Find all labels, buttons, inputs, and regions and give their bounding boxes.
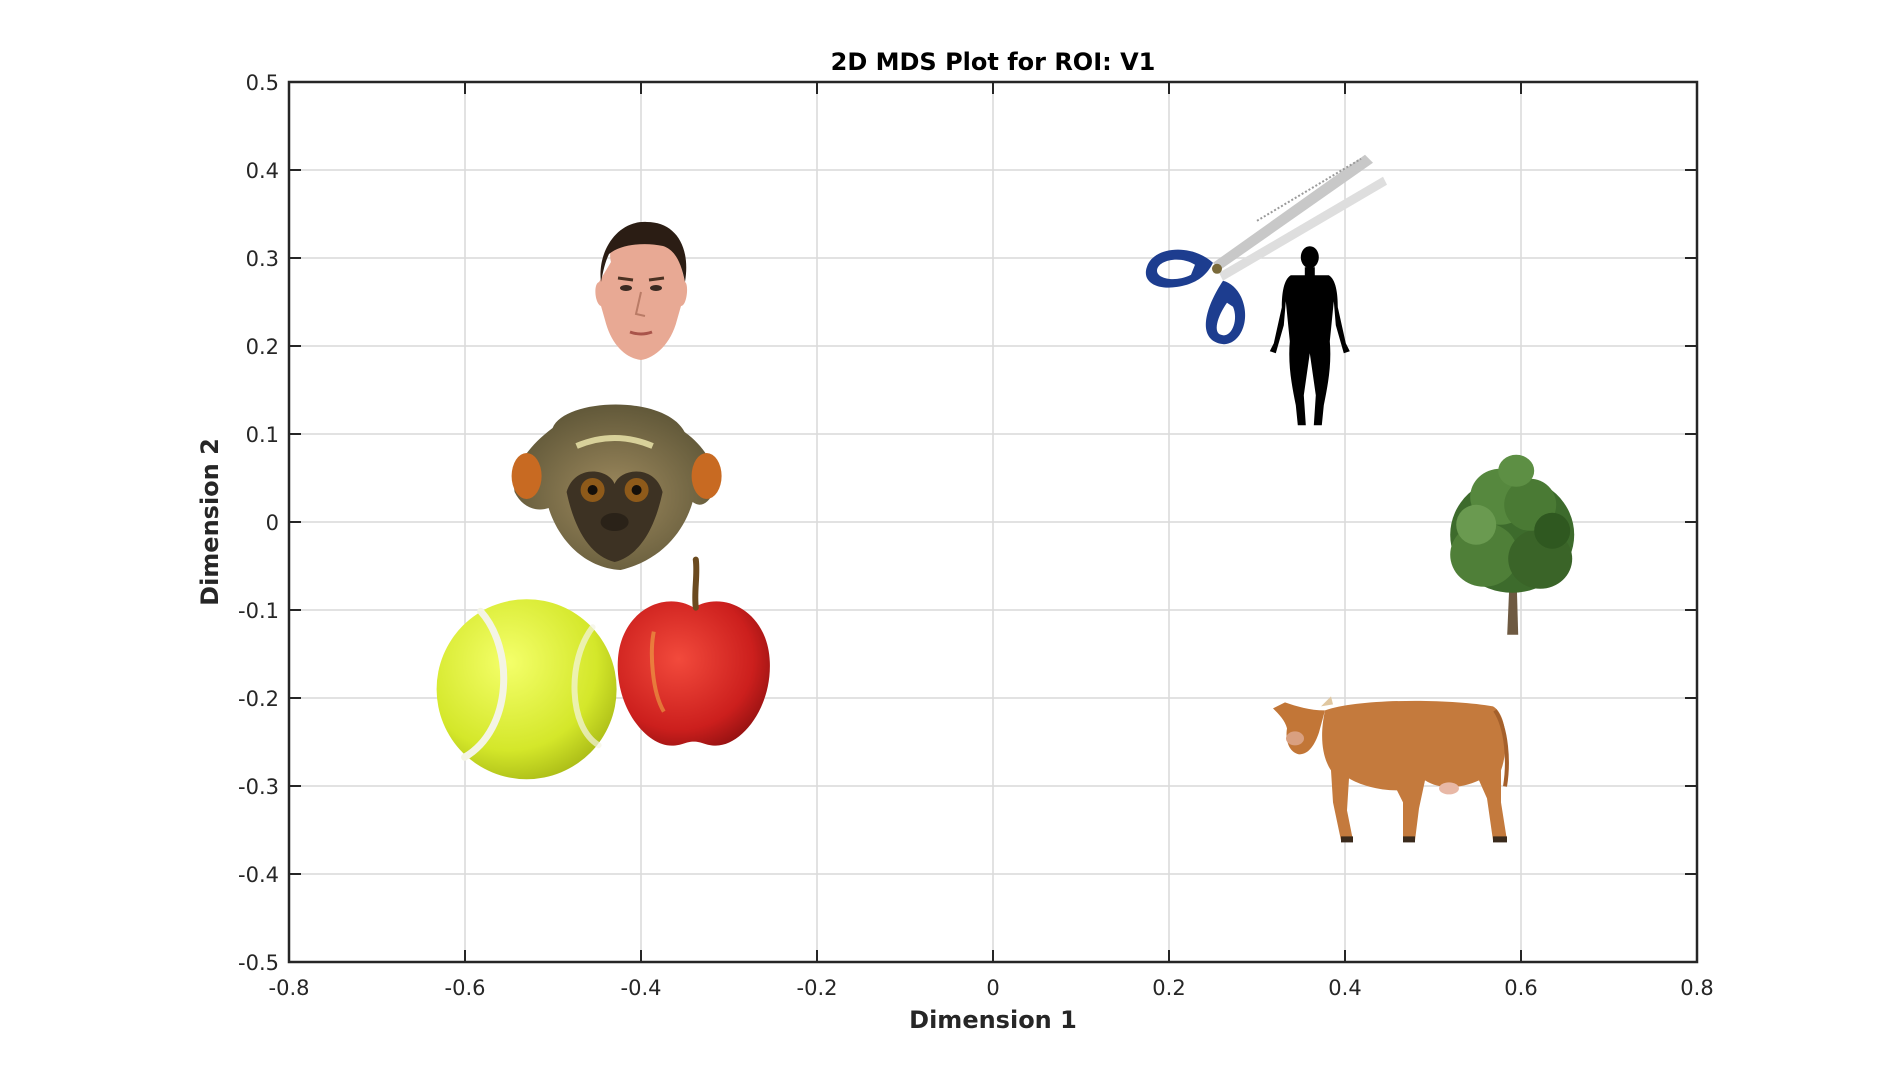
x-tick-label: 0.2 [1152, 976, 1185, 1000]
y-tick-label: 0 [266, 511, 279, 535]
y-tick-label: -0.5 [238, 951, 279, 975]
data-points [436, 154, 1575, 843]
y-tick-label: 0.5 [246, 71, 279, 95]
x-tick-label: 0.8 [1680, 976, 1713, 1000]
tick-labels: -0.8 -0.6 -0.4 -0.2 0 0.2 0.4 0.6 0.8 0.5 0.4 0.3 0.… [238, 71, 1714, 1000]
x-tick-label: 0.4 [1328, 976, 1361, 1000]
apple-icon [617, 556, 770, 746]
chart-title: 2D MDS Plot for ROI: V1 [831, 48, 1156, 76]
x-tick-label: -0.8 [269, 976, 310, 1000]
axis-ticks [288, 81, 1698, 963]
human-face-icon [595, 221, 688, 360]
y-tick-label: 0.3 [246, 247, 279, 271]
y-axis-title: Dimension 2 [196, 438, 224, 606]
grid-lines [289, 82, 1697, 962]
y-tick-label: -0.4 [238, 863, 279, 887]
x-tick-label: 0 [986, 976, 999, 1000]
tennis-ball-icon [436, 599, 617, 780]
human-body-icon [1269, 246, 1350, 426]
y-tick-label: -0.3 [238, 775, 279, 799]
tree-icon [1450, 454, 1575, 635]
cow-icon [1273, 696, 1509, 843]
y-tick-label: -0.1 [238, 599, 279, 623]
y-tick-label: 0.2 [246, 335, 279, 359]
y-tick-label: 0.1 [246, 423, 279, 447]
y-tick-label: 0.4 [246, 159, 279, 183]
x-axis-title: Dimension 1 [909, 1006, 1077, 1034]
y-tick-label: -0.2 [238, 687, 279, 711]
x-tick-label: -0.6 [445, 976, 486, 1000]
x-tick-label: -0.4 [621, 976, 662, 1000]
x-tick-label: 0.6 [1504, 976, 1537, 1000]
x-tick-label: -0.2 [797, 976, 838, 1000]
monkey-face-icon [511, 404, 722, 570]
scissors-icon [1145, 154, 1387, 345]
